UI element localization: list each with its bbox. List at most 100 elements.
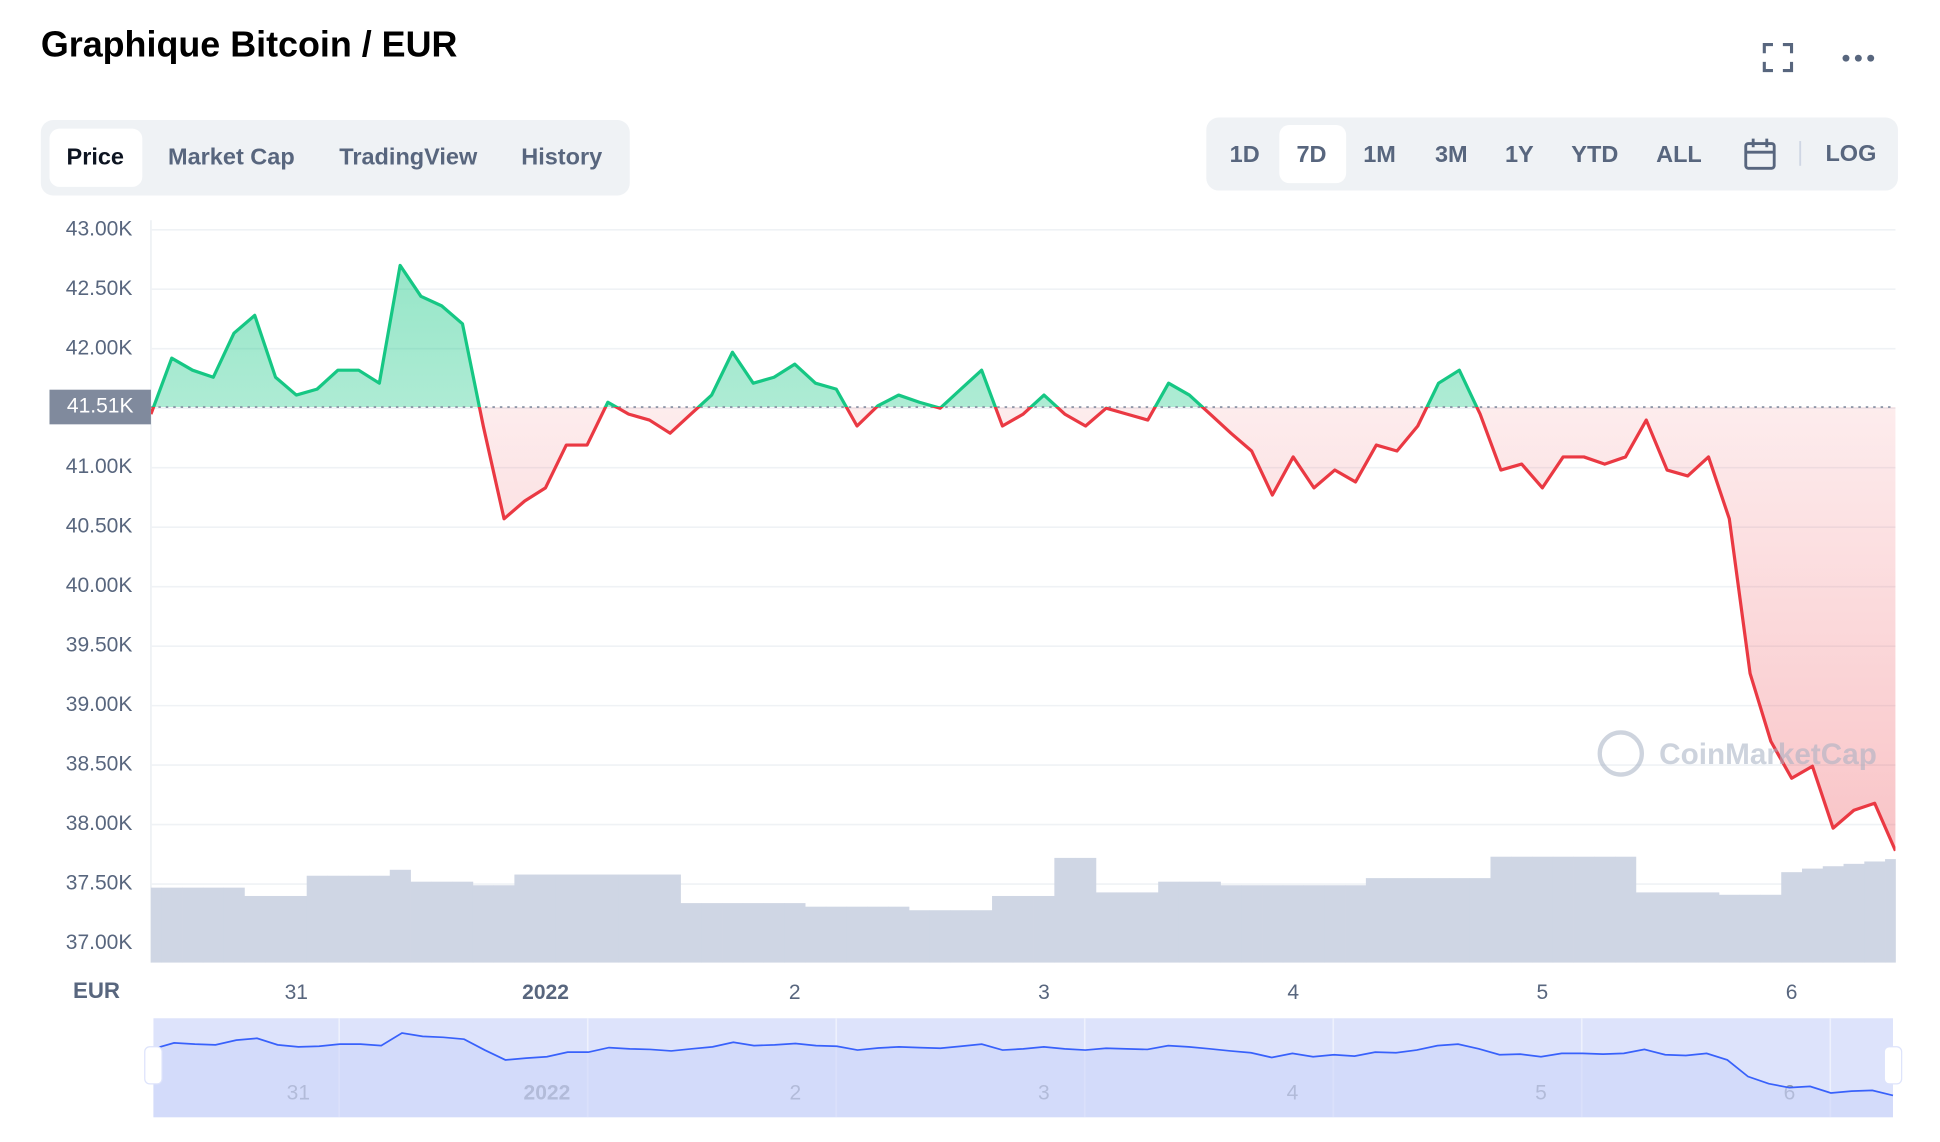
- volume-bar: [1573, 856, 1595, 963]
- volume-bar: [1386, 878, 1408, 963]
- price-line-up: [151, 263, 1479, 408]
- volume-bar: [369, 875, 391, 963]
- x-tick-label: 3: [1038, 981, 1050, 1004]
- y-tick-label: 37.00K: [66, 931, 133, 954]
- x-tick-label: 4: [1287, 981, 1299, 1004]
- range-button[interactable]: YTD: [1571, 141, 1618, 167]
- volume-bar: [763, 903, 785, 963]
- volume-bar: [1781, 872, 1803, 963]
- volume-bar: [1552, 856, 1574, 963]
- y-tick-label: 37.50K: [66, 872, 133, 895]
- volume-bar: [1656, 892, 1678, 963]
- x-tick-label: 31: [285, 981, 308, 1004]
- watermark-text: CoinMarketCap: [1659, 738, 1877, 771]
- volume-bar: [950, 910, 972, 963]
- fullscreen-icon[interactable]: [1762, 43, 1794, 73]
- volume-bar: [784, 903, 806, 963]
- volume-bar: [223, 887, 245, 963]
- volume-bar: [1282, 885, 1304, 963]
- tab[interactable]: Market Cap: [168, 144, 295, 170]
- tab[interactable]: History: [521, 144, 602, 170]
- y-tick-label: 41.00K: [66, 455, 133, 478]
- volume-bar: [805, 906, 827, 963]
- y-tick-label: 38.50K: [66, 753, 133, 776]
- volume-bar: [908, 910, 931, 963]
- volume-bar: [555, 874, 578, 963]
- volume-bar: [576, 874, 598, 963]
- volume-bar: [327, 875, 349, 963]
- y-tick-label: 39.00K: [66, 693, 133, 716]
- volume-bar: [825, 906, 848, 963]
- volume-bar: [722, 903, 744, 963]
- range-button[interactable]: 1D: [1230, 141, 1260, 167]
- volume-bar: [150, 887, 162, 963]
- range-button[interactable]: 3M: [1435, 141, 1468, 167]
- active-tab: [49, 128, 143, 187]
- more-icon[interactable]: [1842, 54, 1875, 62]
- volume-bar: [1220, 885, 1242, 963]
- y-tick-label: 42.00K: [66, 336, 133, 359]
- volume-bar: [638, 874, 661, 963]
- watermark: CoinMarketCap: [1597, 730, 1877, 777]
- volume-bar: [929, 910, 951, 963]
- volume-bar: [431, 881, 453, 963]
- volume-bar: [1012, 895, 1034, 963]
- range-button[interactable]: 1Y: [1505, 141, 1534, 167]
- tab-bar: [40, 120, 630, 196]
- volume-bar: [472, 885, 494, 963]
- active-range: [1279, 124, 1347, 184]
- y-tick-label: 43.00K: [66, 217, 133, 240]
- tab[interactable]: TradingView: [339, 144, 478, 170]
- baseline-label: 41.51K: [67, 395, 134, 418]
- volume-bar: [1511, 856, 1533, 963]
- area-down: [150, 407, 1896, 851]
- chart-title: Graphique Bitcoin / EUR: [41, 25, 458, 65]
- volume-bar: [1303, 885, 1325, 963]
- volume-bar: [1407, 878, 1429, 963]
- area-up: [153, 265, 1477, 408]
- volume-bar: [244, 895, 266, 963]
- volume-bar: [1594, 856, 1616, 963]
- volume-bar: [1532, 856, 1554, 963]
- navigator-handle[interactable]: [1883, 1046, 1903, 1085]
- price-line-down: [150, 407, 1896, 852]
- range-button[interactable]: 7D: [1296, 141, 1326, 167]
- volume-bar: [1448, 878, 1471, 963]
- volume-bar: [846, 906, 868, 963]
- volume-bar: [1469, 878, 1491, 963]
- x-tick-label: 2: [789, 981, 801, 1004]
- baseline-label-box: [49, 389, 151, 425]
- volume-bar: [742, 903, 764, 963]
- volume-bar: [1428, 878, 1450, 963]
- volume-bar: [659, 874, 681, 963]
- volume-bar: [1822, 866, 1844, 963]
- volume-bar: [1698, 892, 1720, 963]
- volume-bar: [265, 895, 287, 963]
- x-tick-label: 5: [1537, 981, 1549, 1004]
- range-button[interactable]: 1M: [1363, 141, 1396, 167]
- volume-bar: [514, 874, 536, 963]
- navigator-handle[interactable]: [144, 1046, 163, 1085]
- volume-bar: [1137, 892, 1159, 963]
- volume-bar: [306, 875, 328, 963]
- volume-bar: [493, 885, 515, 963]
- navigator-line: [153, 1032, 1894, 1097]
- volume-bar: [1199, 881, 1221, 963]
- volume-bar: [1178, 881, 1201, 963]
- volume-bar: [1718, 894, 1741, 963]
- volume-bar: [1843, 863, 1865, 963]
- log-button[interactable]: LOG: [1825, 140, 1876, 166]
- volume-bar: [1158, 881, 1180, 963]
- range-bar: [1206, 117, 1898, 191]
- tab[interactable]: Price: [67, 144, 125, 170]
- range-button[interactable]: ALL: [1656, 141, 1702, 167]
- y-tick-label: 40.50K: [66, 515, 133, 538]
- y-tick-label: 38.00K: [66, 812, 133, 835]
- calendar-icon[interactable]: [1744, 138, 1776, 170]
- volume-bar: [452, 881, 474, 963]
- volume-bar: [971, 910, 993, 963]
- volume-bar: [867, 906, 889, 963]
